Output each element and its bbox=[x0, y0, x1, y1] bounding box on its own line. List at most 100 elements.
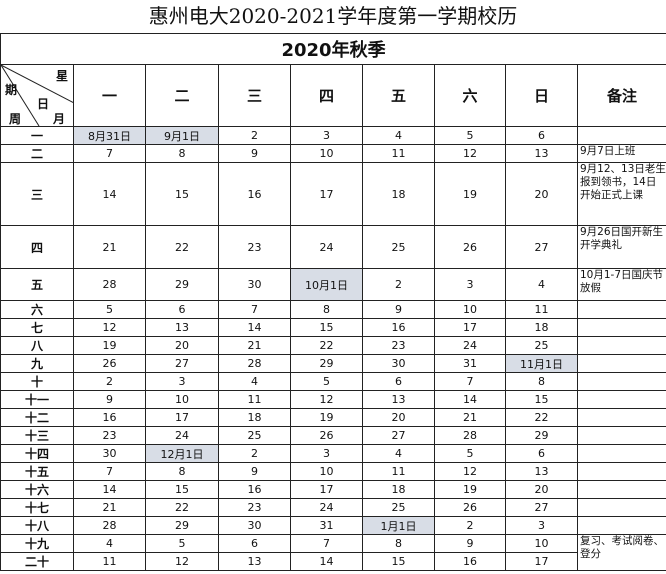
week-label: 十二 bbox=[0, 408, 74, 427]
day-cell: 3 bbox=[290, 126, 363, 145]
day-cell: 15 bbox=[145, 480, 219, 499]
week-label: 十七 bbox=[0, 498, 74, 517]
day-cell: 23 bbox=[73, 426, 146, 445]
day-cell: 16 bbox=[218, 480, 291, 499]
day-cell: 26 bbox=[434, 498, 506, 517]
day-cell: 10月1日 bbox=[290, 268, 363, 301]
day-cell: 10 bbox=[290, 144, 363, 163]
corner-label: 周 bbox=[9, 112, 22, 126]
day-cell: 27 bbox=[145, 354, 219, 373]
week-row: 十二 16 17 18 19 20 21 22 bbox=[0, 408, 666, 427]
note-cell bbox=[576, 372, 666, 391]
weekday-header: 二 bbox=[145, 64, 219, 127]
day-cell: 6 bbox=[505, 444, 578, 463]
day-cell: 21 bbox=[218, 336, 291, 355]
weekday-header: 一 bbox=[73, 64, 146, 127]
day-cell: 4 bbox=[505, 268, 578, 301]
day-cell: 4 bbox=[362, 444, 435, 463]
note-cell bbox=[576, 480, 666, 499]
day-cell: 5 bbox=[145, 534, 219, 553]
note-cell bbox=[576, 462, 666, 481]
week-label: 十六 bbox=[0, 480, 74, 499]
day-cell: 8 bbox=[505, 372, 578, 391]
day-cell: 9 bbox=[73, 390, 146, 409]
week-row: 六 5 6 7 8 9 10 11 bbox=[0, 300, 666, 319]
week-label: 十四 bbox=[0, 444, 74, 463]
day-cell: 9 bbox=[218, 462, 291, 481]
week-label: 二 bbox=[0, 144, 74, 163]
day-cell: 20 bbox=[505, 480, 578, 499]
week-label: 三 bbox=[0, 162, 74, 226]
day-cell: 9 bbox=[434, 534, 506, 553]
week-row: 十六 14 15 16 17 18 19 20 bbox=[0, 480, 666, 499]
day-cell: 3 bbox=[290, 444, 363, 463]
week-label: 二十 bbox=[0, 552, 74, 571]
week-label: 十八 bbox=[0, 516, 74, 535]
day-cell: 14 bbox=[73, 480, 146, 499]
day-cell: 13 bbox=[505, 144, 578, 163]
day-cell: 8 bbox=[145, 462, 219, 481]
day-cell: 19 bbox=[290, 408, 363, 427]
day-cell: 11 bbox=[218, 390, 291, 409]
notes-header: 备注 bbox=[576, 64, 666, 127]
week-label: 六 bbox=[0, 300, 74, 319]
note-cell bbox=[576, 444, 666, 463]
week-row: 八 19 20 21 22 23 24 25 bbox=[0, 336, 666, 355]
day-cell: 12 bbox=[434, 144, 506, 163]
day-cell: 22 bbox=[145, 225, 219, 269]
week-row: 七 12 13 14 15 16 17 18 bbox=[0, 318, 666, 337]
day-cell: 2 bbox=[218, 126, 291, 145]
weekday-header: 四 bbox=[290, 64, 363, 127]
week-label: 一 bbox=[0, 126, 74, 145]
day-cell: 15 bbox=[145, 162, 219, 226]
note-cell bbox=[576, 408, 666, 427]
day-cell: 13 bbox=[218, 552, 291, 571]
day-cell: 6 bbox=[362, 372, 435, 391]
day-cell: 7 bbox=[218, 300, 291, 319]
week-row: 十三 23 24 25 26 27 28 29 bbox=[0, 426, 666, 445]
day-cell: 11 bbox=[362, 144, 435, 163]
day-cell: 18 bbox=[362, 480, 435, 499]
corner-diagonals bbox=[1, 65, 73, 126]
day-cell: 8 bbox=[362, 534, 435, 553]
day-cell: 5 bbox=[434, 126, 506, 145]
week-row: 一 8月31日 9月1日 2 3 4 5 6 bbox=[0, 126, 666, 145]
week-label: 十 bbox=[0, 372, 74, 391]
day-cell: 8 bbox=[290, 300, 363, 319]
week-label: 五 bbox=[0, 268, 74, 301]
day-cell: 8月31日 bbox=[73, 126, 146, 145]
day-cell: 14 bbox=[218, 318, 291, 337]
day-cell: 1月1日 bbox=[362, 516, 435, 535]
week-row: 十四 30 12月1日 2 3 4 5 6 bbox=[0, 444, 666, 463]
week-row: 十七 21 22 23 24 25 26 27 bbox=[0, 498, 666, 517]
day-cell: 6 bbox=[145, 300, 219, 319]
day-cell: 6 bbox=[505, 126, 578, 145]
week-label: 七 bbox=[0, 318, 74, 337]
day-cell: 27 bbox=[505, 225, 578, 269]
day-cell: 9 bbox=[218, 144, 291, 163]
day-cell: 5 bbox=[73, 300, 146, 319]
day-cell: 13 bbox=[362, 390, 435, 409]
day-cell: 7 bbox=[434, 372, 506, 391]
week-row: 五 28 29 30 10月1日 2 3 4 10月1-7日国庆节放假 bbox=[0, 268, 666, 301]
day-cell: 7 bbox=[290, 534, 363, 553]
day-cell: 26 bbox=[290, 426, 363, 445]
day-cell: 29 bbox=[145, 516, 219, 535]
day-cell: 21 bbox=[73, 498, 146, 517]
day-cell: 12 bbox=[145, 552, 219, 571]
day-cell: 22 bbox=[290, 336, 363, 355]
day-cell: 19 bbox=[434, 162, 506, 226]
note-cell bbox=[576, 300, 666, 319]
day-cell: 7 bbox=[73, 462, 146, 481]
day-cell: 24 bbox=[290, 498, 363, 517]
day-cell: 27 bbox=[505, 498, 578, 517]
day-cell: 10 bbox=[434, 300, 506, 319]
day-cell: 25 bbox=[505, 336, 578, 355]
note-cell: 9月12、13日老生报到领书，14日开始正式上课 bbox=[576, 162, 666, 226]
week-row: 十一 9 10 11 12 13 14 15 bbox=[0, 390, 666, 409]
day-cell: 11 bbox=[505, 300, 578, 319]
day-cell: 25 bbox=[218, 426, 291, 445]
corner-label: 期 bbox=[5, 83, 18, 97]
